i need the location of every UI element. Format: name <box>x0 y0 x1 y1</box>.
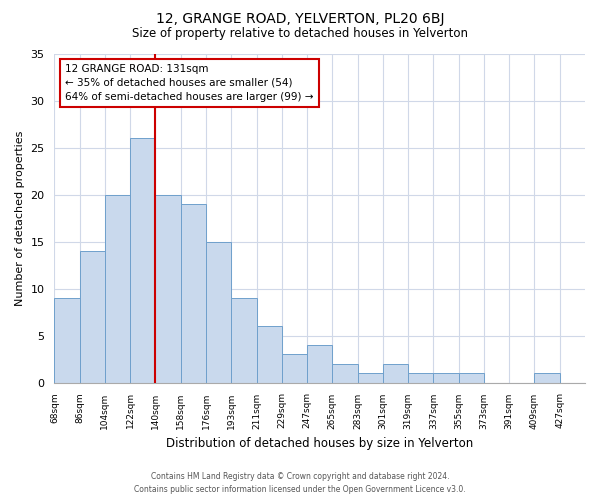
Bar <box>408 373 433 382</box>
Text: 12 GRANGE ROAD: 131sqm
← 35% of detached houses are smaller (54)
64% of semi-det: 12 GRANGE ROAD: 131sqm ← 35% of detached… <box>65 64 314 102</box>
Bar <box>181 204 206 382</box>
Y-axis label: Number of detached properties: Number of detached properties <box>15 130 25 306</box>
Bar <box>282 354 307 382</box>
Bar <box>55 298 80 382</box>
Text: 12, GRANGE ROAD, YELVERTON, PL20 6BJ: 12, GRANGE ROAD, YELVERTON, PL20 6BJ <box>156 12 444 26</box>
Bar <box>307 345 332 383</box>
Bar <box>231 298 257 382</box>
Bar <box>130 138 155 382</box>
Bar <box>458 373 484 382</box>
Bar <box>80 251 105 382</box>
Bar <box>535 373 560 382</box>
Bar <box>383 364 408 382</box>
Bar <box>155 195 181 382</box>
Bar <box>433 373 458 382</box>
Text: Contains HM Land Registry data © Crown copyright and database right 2024.
Contai: Contains HM Land Registry data © Crown c… <box>134 472 466 494</box>
Bar <box>105 195 130 382</box>
Bar <box>358 373 383 382</box>
Text: Size of property relative to detached houses in Yelverton: Size of property relative to detached ho… <box>132 28 468 40</box>
Bar <box>332 364 358 382</box>
Bar <box>257 326 282 382</box>
Bar <box>206 242 231 382</box>
X-axis label: Distribution of detached houses by size in Yelverton: Distribution of detached houses by size … <box>166 437 473 450</box>
